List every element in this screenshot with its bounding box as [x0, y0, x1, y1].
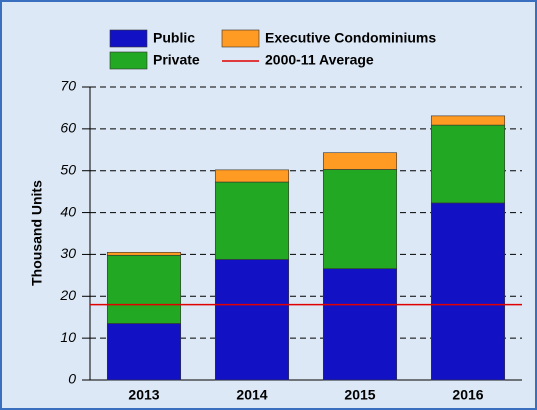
legend-swatch	[109, 29, 148, 48]
y-tick-label: 30	[60, 245, 76, 261]
bar-segment	[214, 259, 290, 381]
y-tick-label: 20	[59, 287, 76, 303]
bar-segment	[430, 115, 506, 126]
y-tick-label: 60	[60, 120, 76, 136]
legend-label: Executive Condominiums	[265, 30, 436, 46]
bar-segment	[322, 268, 398, 381]
bar-segment	[106, 252, 182, 256]
y-tick-label: 70	[60, 78, 76, 94]
legend-swatch	[221, 29, 260, 48]
y-tick-label: 40	[60, 203, 76, 219]
y-axis-label: Thousand Units	[29, 180, 45, 286]
bar-segment	[322, 152, 398, 170]
x-tick-label: 2014	[236, 387, 267, 403]
x-tick-label: 2016	[452, 387, 483, 403]
x-tick-label: 2013	[128, 387, 159, 403]
legend-label: Private	[153, 52, 200, 68]
legend-label: Public	[153, 30, 195, 46]
x-tick-label: 2015	[344, 387, 375, 403]
bar-segment	[214, 181, 290, 260]
y-tick-label: 10	[60, 329, 76, 345]
y-tick-label: 0	[68, 371, 76, 387]
bar-segment	[106, 254, 182, 324]
bar-segment	[322, 169, 398, 269]
legend-label: 2000-11 Average	[265, 52, 374, 68]
bar-segment	[430, 124, 506, 204]
bar-segment	[106, 323, 182, 381]
legend-swatch	[109, 51, 148, 70]
bar-segment	[214, 169, 290, 183]
bar-segment	[430, 202, 506, 381]
y-tick-label: 50	[60, 161, 76, 177]
